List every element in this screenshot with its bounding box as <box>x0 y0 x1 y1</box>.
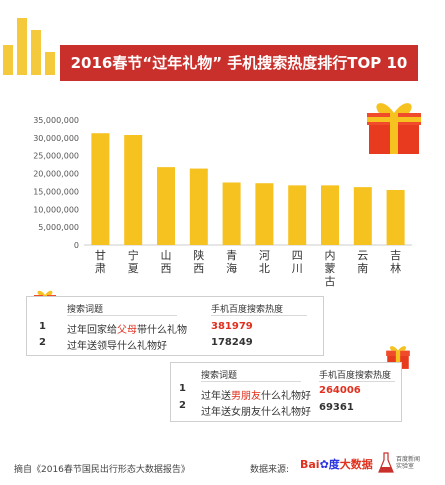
x-tick-label: 青海 <box>226 249 237 275</box>
y-tick-label: 10,000,000 <box>33 205 79 214</box>
paw-icon: ✿ <box>319 458 329 471</box>
heat-value-1: 381979 <box>211 321 253 332</box>
x-tick-label: 甘肃 <box>95 249 106 275</box>
y-tick-label: 5,000,000 <box>38 223 79 232</box>
search-term-2: 过年送女朋友什么礼物好 <box>201 407 311 418</box>
heat-value-2: 69361 <box>319 402 354 413</box>
search-table-1: 搜索词题 手机百度搜索热度 1 过年回家给父母带什么礼物 381979 2 过年… <box>26 296 324 356</box>
logo-bars-icon <box>3 18 55 75</box>
x-tick-label: 内蒙古 <box>325 248 336 288</box>
heat-value-2: 178249 <box>211 337 253 348</box>
y-tick-label: 35,000,000 <box>33 116 79 125</box>
footer: 摘自《2016春节国民出行形态大数据报告》 数据来源: Bai✿度大数据 百度新… <box>0 450 445 485</box>
search-term-1: 过年回家给父母带什么礼物 <box>67 325 187 336</box>
rank-2: 2 <box>179 400 186 411</box>
baidu-logo: Bai✿度大数据 <box>300 458 373 471</box>
heat-value-1: 264006 <box>319 385 361 396</box>
y-tick-label: 30,000,000 <box>33 134 79 143</box>
news-lab-logo: 百度新闻 实验室 <box>376 450 430 480</box>
bar-青海 <box>222 182 241 245</box>
bar-chart: 0 5,000,000 10,000,000 15,000,000 20,000,000… <box>33 116 412 288</box>
y-tick-label: 25,000,000 <box>33 152 79 161</box>
bar-云南 <box>353 187 372 245</box>
source-note: 摘自《2016春节国民出行形态大数据报告》 <box>14 465 190 475</box>
x-tick-label: 四川 <box>292 249 303 275</box>
lab-line-1: 百度新闻 <box>396 456 421 463</box>
bar-山西 <box>157 167 175 245</box>
y-tick-label: 20,000,000 <box>33 170 79 179</box>
y-tick-label: 0 <box>74 241 79 250</box>
x-tick-label: 云南 <box>357 249 368 275</box>
x-tick-label: 河北 <box>259 249 270 275</box>
bar-内蒙古 <box>321 185 339 245</box>
x-tick-label: 山西 <box>161 249 172 275</box>
flask-icon <box>378 452 394 473</box>
column-header-heat: 手机百度搜索热度 <box>211 305 284 315</box>
bar-甘肃 <box>91 133 110 245</box>
search-table-2: 搜索词题 手机百度搜索热度 1 过年送男朋友什么礼物好 264006 2 过年送… <box>170 362 402 422</box>
bar-吉林 <box>386 190 405 245</box>
bar-宁夏 <box>124 135 143 245</box>
bar-四川 <box>288 185 307 245</box>
search-term-2: 过年送领导什么礼物好 <box>67 341 167 352</box>
x-tick-label: 宁夏 <box>128 248 139 275</box>
column-header-heat: 手机百度搜索热度 <box>319 371 392 381</box>
rank-2: 2 <box>39 337 46 348</box>
rank-1: 1 <box>39 321 46 332</box>
column-header-term: 搜索词题 <box>201 371 238 381</box>
page-title: 2016春节“过年礼物” 手机搜索热度排行TOP 10 <box>60 45 418 81</box>
search-term-1: 过年送男朋友什么礼物好 <box>201 391 311 402</box>
data-source-label: 数据来源: <box>250 465 290 475</box>
bar-河北 <box>255 183 274 245</box>
y-tick-label: 15,000,000 <box>33 187 79 196</box>
bar-陕西 <box>189 168 208 245</box>
gift-icon <box>367 103 421 154</box>
rank-1: 1 <box>179 383 186 394</box>
x-tick-label: 陕西 <box>193 248 204 275</box>
column-header-term: 搜索词题 <box>67 305 104 315</box>
x-tick-label: 吉林 <box>390 249 401 275</box>
lab-line-2: 实验室 <box>396 463 415 470</box>
